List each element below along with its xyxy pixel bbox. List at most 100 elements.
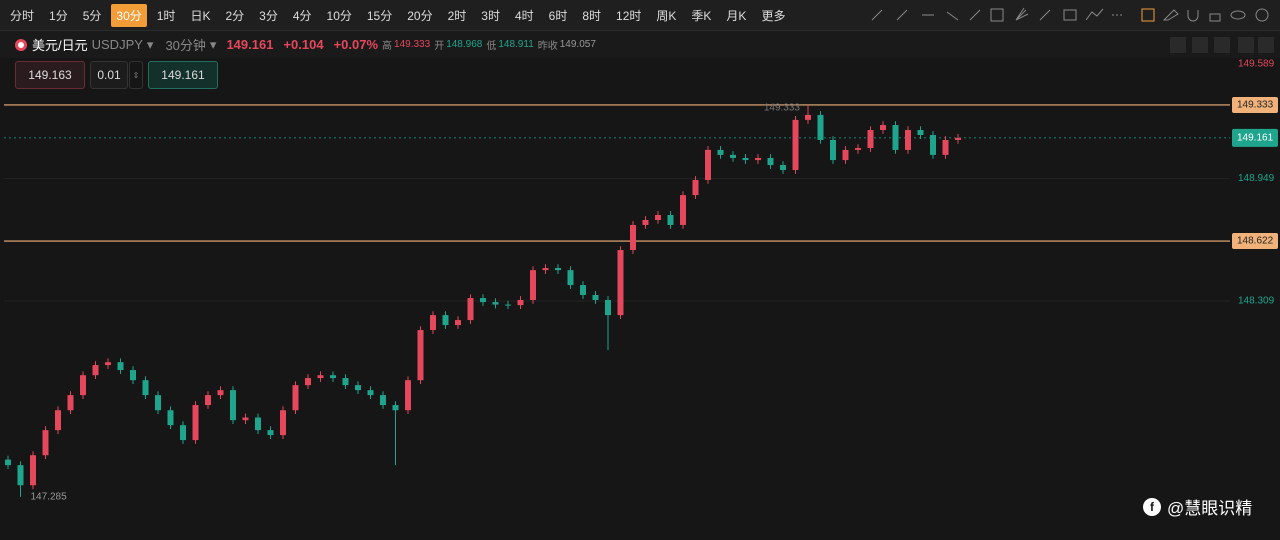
- stat-value: 148.968: [446, 39, 483, 50]
- price: 149.161: [226, 37, 274, 52]
- candle-body: [30, 455, 36, 486]
- timeframe-button[interactable]: 2时: [447, 8, 467, 23]
- lot-input[interactable]: 0.01: [90, 61, 128, 89]
- timeframe-button[interactable]: 季K: [691, 8, 712, 23]
- stat-label: 昨收: [537, 41, 558, 52]
- timeframe-button[interactable]: 1时: [156, 8, 176, 23]
- price-line-label: 148.622: [1237, 236, 1274, 247]
- watermark: f @慧眼识精: [1142, 494, 1252, 519]
- candle-body: [255, 417, 261, 431]
- change-pct: +0.07%: [333, 37, 379, 52]
- timeframe-button[interactable]: 6时: [548, 8, 568, 23]
- candle-body: [42, 430, 49, 456]
- candle-body: [480, 298, 486, 303]
- candle-body: [642, 219, 649, 225]
- timeframe-button[interactable]: 12时: [616, 8, 642, 23]
- candle-body: [355, 385, 361, 391]
- candle-body: [680, 195, 686, 225]
- candle-body: [580, 285, 586, 296]
- timeframe-button[interactable]: 20分: [407, 8, 433, 23]
- candle-body: [455, 320, 461, 326]
- candle-body: [267, 430, 274, 436]
- candle-body: [367, 390, 374, 396]
- candle-body: [105, 362, 111, 366]
- candle-body: [780, 165, 786, 171]
- stat-label: 开: [434, 41, 445, 52]
- candle-body: [892, 125, 899, 150]
- candle-body: [330, 375, 336, 379]
- candle-body: [317, 375, 324, 379]
- timeframe-button[interactable]: 月K: [726, 8, 747, 23]
- timeframe-button[interactable]: 5分: [82, 8, 102, 23]
- svg-text:f: f: [1150, 500, 1155, 514]
- candle-body: [542, 268, 549, 271]
- symbol-bar: 美元/日元 USDJPY ▾ 30分钟 ▾ 149.161 +0.104 +0.07…: [0, 31, 1280, 58]
- symbol-code[interactable]: USDJPY: [91, 37, 143, 52]
- candle-body: [530, 270, 536, 300]
- candle-body: [305, 378, 311, 386]
- candle-body: [605, 299, 611, 316]
- low-annotation: 147.285: [31, 492, 68, 503]
- candle-body: [942, 139, 949, 155]
- candle-body: [792, 119, 799, 171]
- y-tick-label: 148.949: [1238, 173, 1275, 184]
- candle-body: [467, 298, 474, 321]
- sell-box[interactable]: 149.163: [15, 61, 85, 89]
- stat-label: 低: [486, 41, 497, 52]
- candle-body: [917, 130, 924, 136]
- chart-tools: [1170, 37, 1274, 53]
- symbol-name[interactable]: 美元/日元: [32, 38, 88, 53]
- timeframe-button[interactable]: 周K: [656, 8, 677, 23]
- candle-body: [80, 375, 86, 396]
- candle-body: [55, 410, 61, 431]
- current-price-label: 149.161: [1237, 133, 1274, 144]
- timeframe-button[interactable]: 3时: [481, 8, 500, 23]
- candle-body: [667, 215, 674, 225]
- stats: 高 149.333 开 148.968 低 148.911 昨收 149.057: [378, 37, 596, 52]
- timeframe-button[interactable]: 2分: [225, 8, 245, 23]
- timeframe-button[interactable]: 15分: [366, 8, 393, 23]
- timeframe-button[interactable]: 更多: [761, 8, 786, 23]
- buy-box[interactable]: 149.161: [148, 61, 218, 89]
- candle-body: [955, 137, 961, 140]
- candle-body: [617, 250, 624, 316]
- timeframe-button[interactable]: 分时: [10, 8, 35, 23]
- candle-body: [505, 304, 511, 306]
- candle-body: [117, 362, 124, 371]
- stat-value: 149.333: [394, 39, 431, 50]
- candle-body: [230, 390, 236, 421]
- candle-body: [555, 268, 561, 271]
- watermark-text: @慧眼识精: [1167, 499, 1253, 518]
- timeframe-button[interactable]: 4分: [292, 8, 312, 23]
- timeframe-button[interactable]: 8时: [582, 8, 602, 23]
- candle-body: [17, 465, 24, 486]
- candle-body: [730, 154, 736, 158]
- candle-body: [655, 215, 661, 220]
- timeframe-button[interactable]: 10分: [326, 8, 352, 23]
- candle-body: [630, 224, 636, 251]
- period[interactable]: 30分钟: [165, 38, 206, 53]
- candle-body: [517, 299, 524, 306]
- lot-spinner[interactable]: ⇕: [129, 61, 143, 89]
- candle-body: [930, 135, 936, 155]
- timeframe-button[interactable]: 3分: [259, 8, 278, 23]
- candle-body: [905, 130, 911, 150]
- candle-body: [442, 315, 449, 326]
- candle-body: [742, 157, 749, 161]
- candle-body: [767, 157, 774, 166]
- timeframe-button[interactable]: 4时: [514, 8, 534, 23]
- candle-body: [405, 380, 411, 411]
- candle-body: [855, 148, 861, 150]
- high-annotation: 149.333: [764, 103, 801, 114]
- timeframe-button[interactable]: 1分: [49, 8, 68, 23]
- stat-value: 149.057: [559, 39, 596, 50]
- candle-body: [567, 270, 574, 286]
- timeframe-button[interactable]: 30分: [111, 3, 147, 27]
- candle-body: [217, 390, 224, 396]
- candle-body: [380, 395, 386, 406]
- timeframe-button[interactable]: 日K: [190, 8, 211, 23]
- candle-body: [717, 149, 724, 155]
- candle-body: [205, 395, 211, 406]
